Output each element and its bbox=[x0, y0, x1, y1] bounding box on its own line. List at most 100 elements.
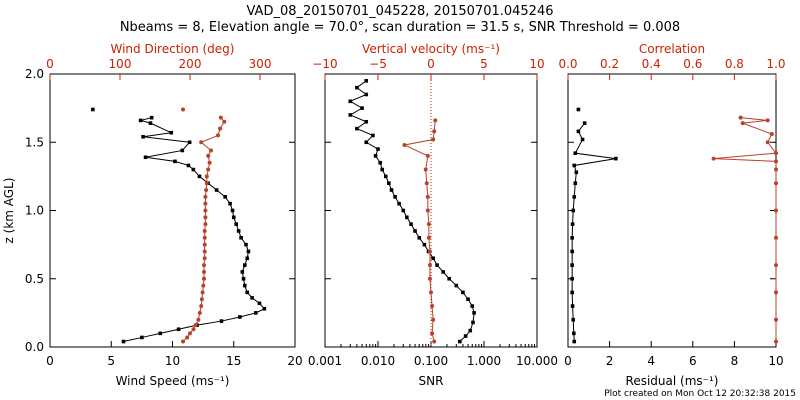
data-point bbox=[360, 106, 364, 110]
bottom-tick-label: 0.001 bbox=[308, 354, 342, 368]
series-line bbox=[713, 117, 777, 342]
data-point bbox=[202, 228, 207, 233]
bottom-tick-label: 0 bbox=[564, 354, 572, 368]
data-point bbox=[143, 155, 148, 160]
data-point bbox=[573, 181, 578, 185]
data-point bbox=[570, 290, 574, 295]
data-point bbox=[466, 297, 470, 302]
data-point bbox=[576, 129, 581, 134]
top-tick-label: 0.4 bbox=[642, 57, 661, 71]
series-black-1 bbox=[121, 115, 267, 344]
data-point bbox=[186, 163, 191, 168]
data-point bbox=[180, 148, 185, 153]
data-point bbox=[422, 242, 427, 247]
data-point bbox=[574, 170, 579, 175]
bottom-tick-label: 4 bbox=[647, 354, 655, 368]
data-point bbox=[262, 306, 267, 311]
data-point bbox=[254, 311, 258, 315]
data-point bbox=[397, 201, 401, 206]
data-point bbox=[187, 140, 192, 145]
bottom-tick-label: 10 bbox=[768, 354, 783, 368]
panel-3: 0 2 4 6 8 10 Residual (ms⁻¹) 0.0 0.2 0.4 0.6 0.8 1.0… bbox=[558, 42, 785, 388]
bottom-axis-label: Wind Speed (ms⁻¹) bbox=[116, 374, 230, 388]
figure-title-line1: VAD_08_20150701_045228, 20150701.045246 bbox=[247, 4, 554, 19]
data-point bbox=[364, 79, 369, 83]
data-point bbox=[219, 319, 224, 323]
data-point bbox=[245, 256, 250, 261]
y-tick-label: 1.0 bbox=[25, 204, 44, 218]
data-point bbox=[433, 118, 438, 123]
top-tick-label: 1.0 bbox=[766, 57, 785, 71]
series-red-3 bbox=[711, 115, 778, 344]
data-point bbox=[774, 151, 778, 156]
data-point bbox=[571, 317, 575, 322]
data-point bbox=[236, 229, 241, 233]
data-point bbox=[774, 263, 778, 268]
plot-frame bbox=[49, 73, 296, 348]
data-point bbox=[199, 140, 204, 145]
data-point bbox=[209, 148, 213, 153]
data-point bbox=[711, 156, 716, 161]
data-point bbox=[348, 113, 353, 117]
data-point bbox=[371, 133, 375, 138]
bottom-tick-label: 0.100 bbox=[414, 354, 448, 368]
top-axis-label: Vertical velocity (ms⁻¹) bbox=[362, 42, 500, 56]
data-point bbox=[199, 304, 204, 309]
top-tick-label: −5 bbox=[369, 57, 387, 71]
data-point bbox=[204, 174, 209, 179]
data-point bbox=[426, 222, 431, 227]
data-point bbox=[471, 320, 475, 325]
data-point bbox=[91, 107, 95, 112]
data-point bbox=[570, 304, 575, 308]
figure-title-line2: Nbeams = 8, Elevation angle = 70.0°, sca… bbox=[120, 20, 680, 35]
data-point bbox=[570, 236, 574, 240]
data-point bbox=[774, 159, 778, 164]
data-point bbox=[240, 270, 245, 274]
data-point bbox=[401, 208, 406, 213]
plot-frame bbox=[567, 73, 777, 348]
data-point bbox=[454, 283, 459, 288]
data-point bbox=[431, 137, 436, 142]
series-line bbox=[123, 117, 266, 343]
data-point bbox=[364, 119, 369, 124]
data-point bbox=[580, 137, 585, 142]
data-point bbox=[230, 208, 235, 213]
data-point bbox=[468, 328, 473, 333]
data-point bbox=[431, 317, 436, 322]
data-point bbox=[740, 121, 745, 126]
data-point bbox=[570, 249, 574, 254]
data-point bbox=[202, 263, 206, 268]
data-point bbox=[202, 235, 207, 240]
data-point bbox=[774, 167, 778, 172]
data-point bbox=[245, 290, 250, 295]
bottom-tick-label: 8 bbox=[731, 354, 739, 368]
data-point bbox=[383, 174, 388, 179]
data-point bbox=[427, 276, 432, 281]
data-point bbox=[173, 159, 177, 164]
bottom-tick-label: 15 bbox=[226, 354, 241, 368]
data-point bbox=[576, 107, 581, 112]
data-point bbox=[774, 339, 778, 344]
data-point bbox=[202, 256, 207, 261]
data-point bbox=[141, 134, 145, 139]
data-point bbox=[405, 215, 409, 220]
top-tick-label: 5 bbox=[480, 57, 488, 71]
data-point bbox=[218, 115, 223, 120]
data-point bbox=[206, 167, 211, 172]
data-point bbox=[169, 130, 174, 135]
top-tick-label: 10 bbox=[529, 57, 544, 71]
top-tick-label: 0.2 bbox=[600, 57, 619, 71]
top-tick-label: 0 bbox=[46, 57, 54, 71]
data-point bbox=[196, 317, 201, 322]
data-point bbox=[181, 107, 185, 112]
panel-2: 0.001 0.010 0.100 1.000 10.000 SNR −10 −5 0 5 10 Ve… bbox=[308, 42, 558, 388]
data-point bbox=[191, 327, 196, 332]
data-point bbox=[463, 334, 468, 338]
data-point bbox=[185, 335, 190, 340]
data-point bbox=[402, 142, 407, 147]
data-point bbox=[774, 317, 778, 322]
data-point bbox=[432, 339, 437, 344]
data-point bbox=[149, 115, 154, 120]
data-point bbox=[188, 331, 192, 336]
data-point bbox=[239, 236, 243, 240]
